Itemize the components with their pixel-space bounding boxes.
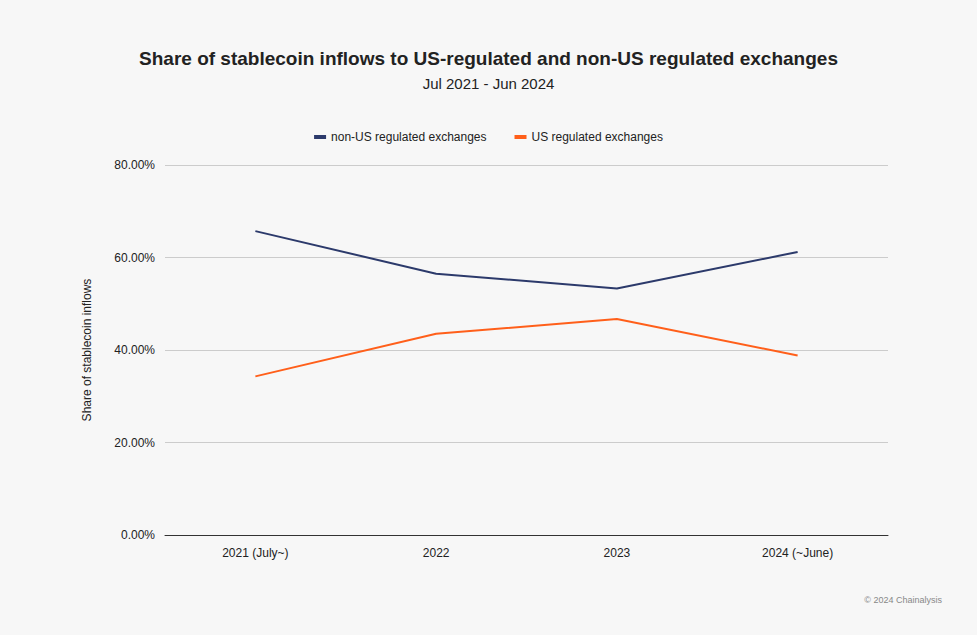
svg-text:60.00%: 60.00% (114, 251, 155, 265)
svg-text:non-US regulated exchanges: non-US regulated exchanges (331, 130, 486, 144)
svg-text:2024 (~June): 2024 (~June) (762, 546, 833, 560)
svg-text:Share of stablecoin inflows to: Share of stablecoin inflows to US-regula… (139, 48, 838, 69)
svg-text:0.00%: 0.00% (121, 528, 155, 542)
svg-text:Share of stablecoin inflows: Share of stablecoin inflows (80, 279, 94, 422)
svg-text:80.00%: 80.00% (114, 158, 155, 172)
svg-text:US regulated exchanges: US regulated exchanges (532, 130, 663, 144)
svg-text:2021 (July~): 2021 (July~) (222, 546, 288, 560)
svg-text:Jul 2021 - Jun 2024: Jul 2021 - Jun 2024 (423, 75, 555, 92)
svg-text:2023: 2023 (604, 546, 631, 560)
svg-text:2022: 2022 (423, 546, 450, 560)
svg-text:© 2024 Chainalysis: © 2024 Chainalysis (864, 595, 942, 605)
svg-text:20.00%: 20.00% (114, 436, 155, 450)
svg-text:40.00%: 40.00% (114, 343, 155, 357)
